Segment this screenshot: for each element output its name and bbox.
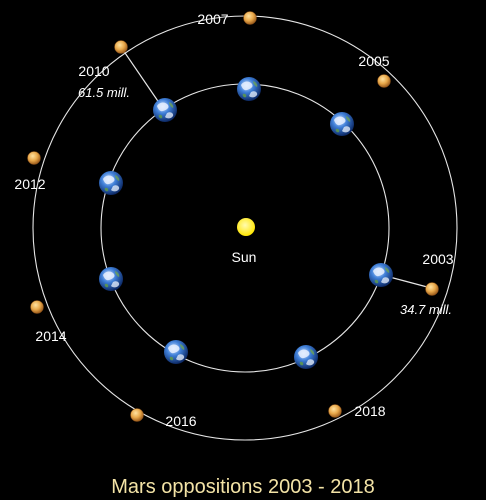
earth-icon	[153, 98, 177, 122]
earth-icon	[294, 345, 318, 369]
year-label-2007: 2007	[197, 11, 228, 27]
sun	[237, 218, 255, 236]
mars-icon-2016	[130, 408, 144, 422]
sun-label: Sun	[232, 249, 257, 265]
earth-icon	[99, 171, 123, 195]
mars-icon-2005	[377, 74, 391, 88]
year-label-2012: 2012	[14, 176, 45, 192]
mars-icon-2003	[425, 282, 439, 296]
year-label-2016: 2016	[165, 413, 196, 429]
year-label-2014: 2014	[35, 328, 66, 344]
mars-icon-2007	[243, 11, 257, 25]
earth-icon	[369, 263, 393, 287]
earth-icon	[330, 112, 354, 136]
diagram-title: Mars oppositions 2003 - 2018	[111, 476, 375, 498]
year-label-2005: 2005	[358, 53, 389, 69]
distance-line-2010	[120, 46, 165, 111]
year-label-2003: 2003	[422, 251, 453, 267]
earth-icon	[99, 267, 123, 291]
distance-label-2010: 61.5 mill.	[78, 85, 130, 100]
earth-icon	[164, 340, 188, 364]
mars-icon-2012	[27, 151, 41, 165]
mars-icon-2010	[114, 40, 128, 54]
mars-icon-2014	[30, 300, 44, 314]
year-label-2010: 2010	[78, 63, 109, 79]
distance-label-2003: 34.7 mill.	[400, 302, 452, 317]
mars-icon-2018	[328, 404, 342, 418]
year-label-2018: 2018	[354, 403, 385, 419]
earth-icon	[237, 77, 261, 101]
